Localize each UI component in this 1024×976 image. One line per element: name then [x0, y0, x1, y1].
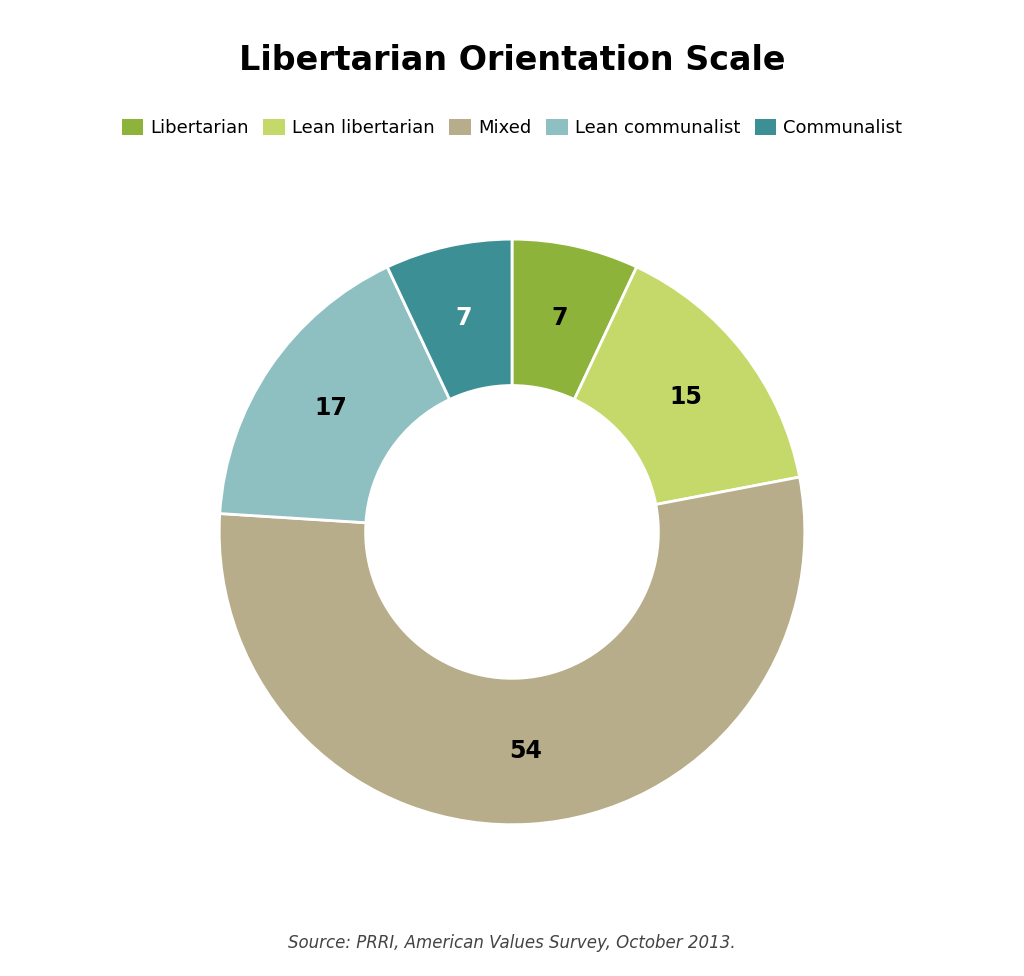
Text: 54: 54 [509, 739, 543, 763]
Text: 17: 17 [314, 396, 347, 421]
Text: Source: PRRI, American Values Survey, October 2013.: Source: PRRI, American Values Survey, Oc… [288, 934, 736, 952]
Text: 7: 7 [456, 305, 472, 330]
Wedge shape [387, 239, 512, 399]
Legend: Libertarian, Lean libertarian, Mixed, Lean communalist, Communalist: Libertarian, Lean libertarian, Mixed, Le… [115, 111, 909, 144]
Wedge shape [574, 267, 800, 505]
Wedge shape [220, 267, 450, 523]
Wedge shape [512, 239, 637, 399]
Text: 7: 7 [552, 305, 568, 330]
Wedge shape [219, 477, 805, 825]
Text: Libertarian Orientation Scale: Libertarian Orientation Scale [239, 44, 785, 77]
Text: 15: 15 [669, 386, 702, 409]
